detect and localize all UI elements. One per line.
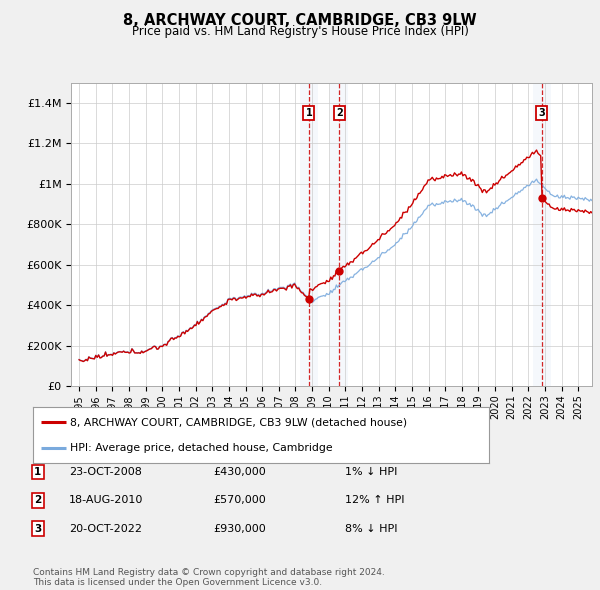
Text: 1% ↓ HPI: 1% ↓ HPI: [345, 467, 397, 477]
Text: 3: 3: [34, 524, 41, 533]
Text: £930,000: £930,000: [213, 524, 266, 533]
Text: 1: 1: [305, 108, 312, 118]
Text: 8% ↓ HPI: 8% ↓ HPI: [345, 524, 398, 533]
Text: Price paid vs. HM Land Registry's House Price Index (HPI): Price paid vs. HM Land Registry's House …: [131, 25, 469, 38]
Text: 1: 1: [34, 467, 41, 477]
Text: 2: 2: [34, 496, 41, 505]
Bar: [300, 83, 318, 386]
Text: Contains HM Land Registry data © Crown copyright and database right 2024.
This d: Contains HM Land Registry data © Crown c…: [33, 568, 385, 587]
Text: 3: 3: [538, 108, 545, 118]
Text: 2: 2: [336, 108, 343, 118]
Text: 18-AUG-2010: 18-AUG-2010: [69, 496, 143, 505]
Bar: [533, 83, 551, 386]
Text: £430,000: £430,000: [213, 467, 266, 477]
Text: 8, ARCHWAY COURT, CAMBRIDGE, CB3 9LW: 8, ARCHWAY COURT, CAMBRIDGE, CB3 9LW: [123, 13, 477, 28]
Text: 20-OCT-2022: 20-OCT-2022: [69, 524, 142, 533]
Text: HPI: Average price, detached house, Cambridge: HPI: Average price, detached house, Camb…: [70, 443, 333, 453]
Bar: [330, 83, 349, 386]
Text: 12% ↑ HPI: 12% ↑ HPI: [345, 496, 404, 505]
Text: 8, ARCHWAY COURT, CAMBRIDGE, CB3 9LW (detached house): 8, ARCHWAY COURT, CAMBRIDGE, CB3 9LW (de…: [70, 417, 407, 427]
Text: £570,000: £570,000: [213, 496, 266, 505]
Text: 23-OCT-2008: 23-OCT-2008: [69, 467, 142, 477]
